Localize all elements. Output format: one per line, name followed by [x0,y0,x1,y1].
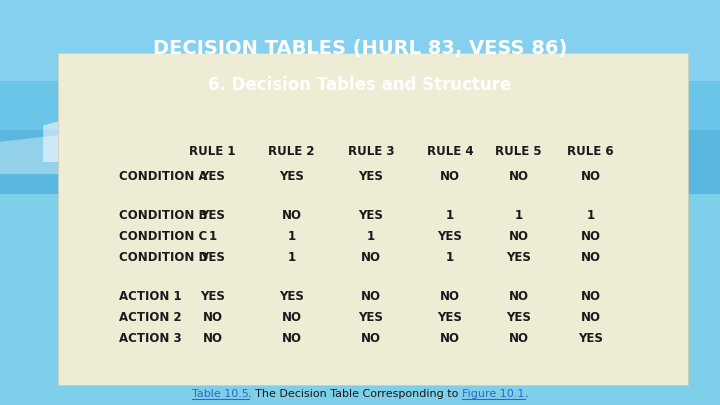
Text: ACTION 1: ACTION 1 [119,290,181,303]
Text: NO: NO [361,251,381,264]
Text: YES: YES [506,311,531,324]
Text: RULE 2: RULE 2 [269,145,315,158]
Text: NO: NO [282,209,302,222]
Bar [58,53,688,385]
Text: ACTION 2: ACTION 2 [119,311,181,324]
Polygon shape [0,130,688,174]
Polygon shape [43,105,688,162]
Text: 1: 1 [446,209,454,222]
Text: YES: YES [506,251,531,264]
Text: NO: NO [440,170,460,183]
Text: RULE 3: RULE 3 [348,145,394,158]
Text: NO: NO [580,230,600,243]
Text: NO: NO [508,170,528,183]
Text: YES: YES [438,311,462,324]
Text: 6. Decision Tables and Structure: 6. Decision Tables and Structure [208,76,512,94]
Bar [0,0,720,81]
Text: YES: YES [200,251,225,264]
Text: ACTION 3: ACTION 3 [119,333,181,345]
Text: CONDITION D: CONDITION D [119,251,208,264]
Text: CONDITION B: CONDITION B [119,209,207,222]
Text: NO: NO [440,290,460,303]
Text: NO: NO [580,251,600,264]
Text: YES: YES [279,170,304,183]
Text: NO: NO [202,333,222,345]
Bar [0,0,720,130]
Text: RULE 4: RULE 4 [427,145,473,158]
Text: Table 10.5. The Decision Table Corresponding to Figure 10.1.: Table 10.5. The Decision Table Correspon… [0,404,1,405]
Text: NO: NO [440,333,460,345]
Text: YES: YES [200,209,225,222]
Text: NO: NO [580,311,600,324]
Text: NO: NO [580,170,600,183]
Text: CONDITION A: CONDITION A [119,170,207,183]
Text: 1: 1 [366,230,375,243]
Text: 1: 1 [287,230,296,243]
Text: NO: NO [580,290,600,303]
Text: NO: NO [508,333,528,345]
Bar [0,194,720,405]
Text: 1: 1 [287,251,296,264]
Text: Table 10.5: Table 10.5 [192,389,248,399]
Text: YES: YES [279,290,304,303]
Text: YES: YES [359,311,383,324]
Text: YES: YES [578,333,603,345]
Text: YES: YES [200,290,225,303]
Text: RULE 6: RULE 6 [567,145,613,158]
Text: NO: NO [508,230,528,243]
Text: NO: NO [282,333,302,345]
Text: . The Decision Table Corresponding to: . The Decision Table Corresponding to [248,389,462,399]
Text: Figure 10.1: Figure 10.1 [462,389,525,399]
Text: YES: YES [359,170,383,183]
Text: NO: NO [282,311,302,324]
Text: YES: YES [359,209,383,222]
Text: YES: YES [200,170,225,183]
Text: 1: 1 [446,251,454,264]
Text: 1: 1 [586,209,595,222]
Text: CONDITION C: CONDITION C [119,230,207,243]
Text: YES: YES [438,230,462,243]
Text: 1: 1 [208,230,217,243]
Text: NO: NO [361,290,381,303]
Text: RULE 5: RULE 5 [495,145,541,158]
Bar [0,0,720,202]
Text: RULE 1: RULE 1 [189,145,235,158]
Text: NO: NO [202,311,222,324]
Text: .: . [525,389,528,399]
Text: DECISION TABLES (HURL 83, VESS 86): DECISION TABLES (HURL 83, VESS 86) [153,39,567,58]
Text: 1: 1 [514,209,523,222]
Text: NO: NO [361,333,381,345]
Text: NO: NO [508,290,528,303]
